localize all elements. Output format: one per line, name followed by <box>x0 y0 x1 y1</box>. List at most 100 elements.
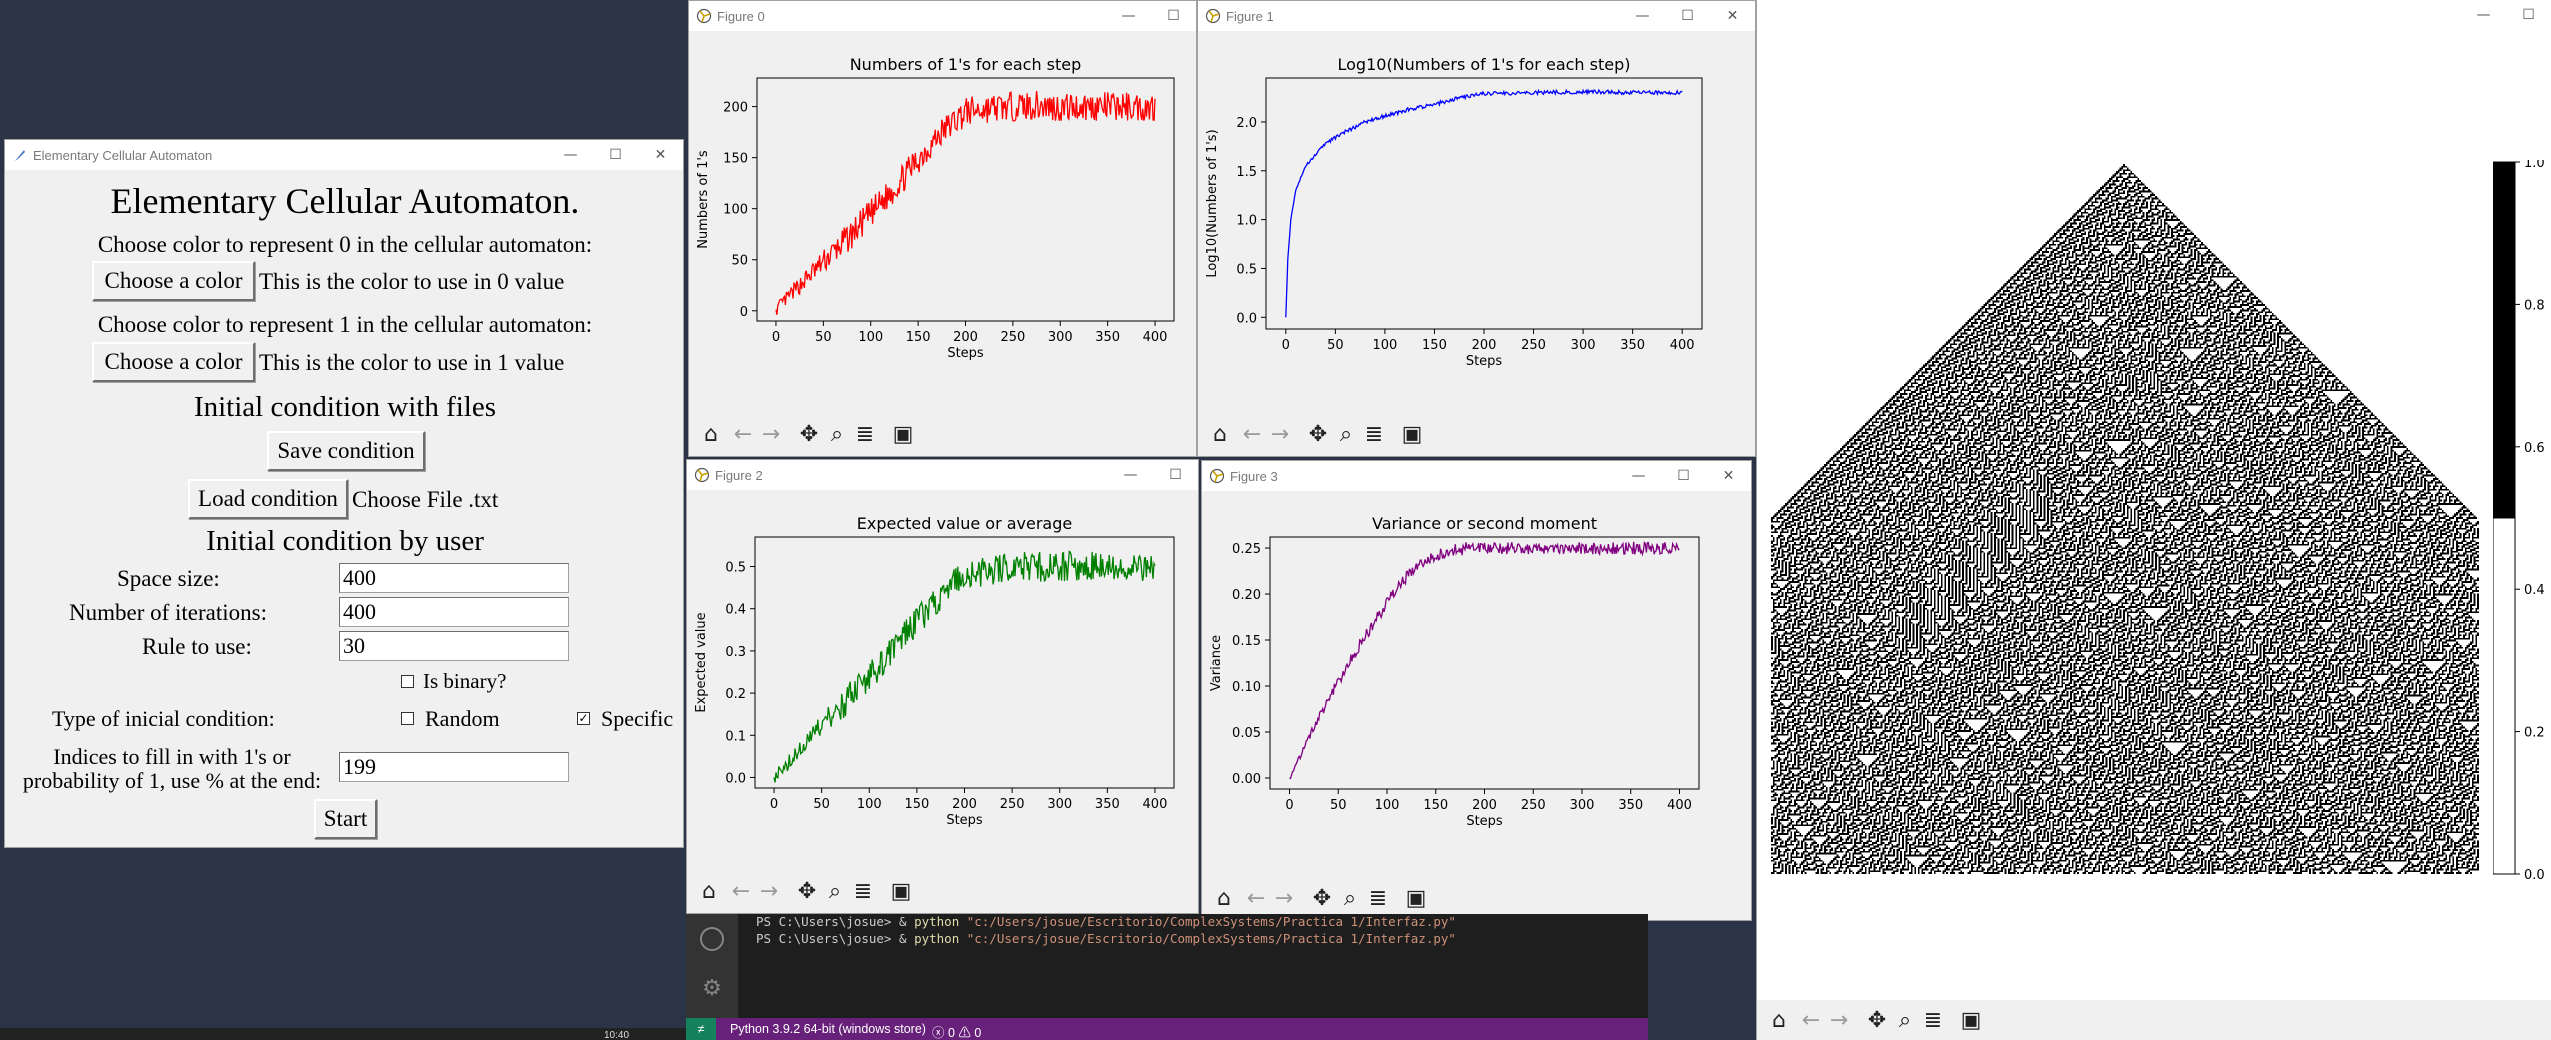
save-icon[interactable]: ▣ <box>890 878 912 904</box>
colorbar-tick-label: 0.0 <box>2524 868 2545 880</box>
automaton-titlebar[interactable]: — ☐ <box>1757 0 2551 30</box>
rule-input[interactable] <box>339 631 569 661</box>
zoom-icon[interactable]: ⌕ <box>1343 885 1357 911</box>
minimize-icon[interactable]: — <box>1123 467 1138 483</box>
x-tick-label: 0 <box>1285 798 1293 813</box>
axes-frame <box>756 77 1175 322</box>
minimize-icon[interactable]: — <box>1121 8 1136 24</box>
save-icon[interactable]: ▣ <box>892 421 914 447</box>
back-icon[interactable]: ← <box>1801 1007 1821 1033</box>
back-icon[interactable]: ← <box>731 878 751 904</box>
x-tick-label: 100 <box>1372 338 1397 353</box>
forward-icon[interactable]: → <box>1270 421 1290 447</box>
home-icon[interactable]: ⌂ <box>1213 421 1227 447</box>
y-tick-label: 200 <box>723 101 748 116</box>
user-heading: Initial condition by user <box>206 525 484 557</box>
terminal-prompt: PS C:\Users\josue> <box>756 931 899 946</box>
python-interpreter[interactable]: Python 3.9.2 64-bit (windows store) <box>730 1022 926 1036</box>
configure-subplots-icon[interactable]: ≣ <box>855 421 875 447</box>
y-tick-label: 100 <box>723 203 748 218</box>
zoom-icon[interactable]: ⌕ <box>1339 421 1353 447</box>
configure-subplots-icon[interactable]: ≣ <box>853 878 873 904</box>
terminal-arg: "c:/Users/josue/Escritorio/ComplexSystem… <box>966 931 1456 946</box>
forward-icon[interactable]: → <box>1274 885 1294 911</box>
tk-titlebar[interactable]: Elementary Cellular Automaton — ☐ ✕ <box>5 140 683 170</box>
y-tick-label: 0 <box>740 305 748 320</box>
forward-icon[interactable]: → <box>759 878 779 904</box>
x-tick-label: 300 <box>1047 797 1072 812</box>
save-icon[interactable]: ▣ <box>1960 1007 1982 1033</box>
remote-indicator[interactable]: ≠ <box>686 1018 716 1040</box>
close-icon[interactable]: ✕ <box>1726 8 1739 24</box>
random-checkbox[interactable] <box>401 712 414 725</box>
back-icon[interactable]: ← <box>1246 885 1266 911</box>
figure-2-titlebar[interactable]: Figure 2 — ☐ <box>687 460 1198 490</box>
y-axis-label: Numbers of 1's <box>696 150 711 249</box>
figure-3-titlebar[interactable]: Figure 3 — ☐ ✕ <box>1202 461 1751 491</box>
home-icon[interactable]: ⌂ <box>704 421 718 447</box>
home-icon[interactable]: ⌂ <box>702 878 716 904</box>
y-tick-label: 50 <box>731 254 748 269</box>
space-size-input[interactable] <box>339 563 569 593</box>
specific-checkbox[interactable]: ✓ <box>577 711 590 725</box>
maximize-icon[interactable]: ☐ <box>609 147 622 163</box>
minimize-icon[interactable]: — <box>1635 8 1650 24</box>
maximize-icon[interactable]: ☐ <box>1681 8 1694 24</box>
forward-icon[interactable]: → <box>1829 1007 1849 1033</box>
y-tick-label: 0.2 <box>725 687 746 702</box>
indices-input[interactable] <box>339 752 569 782</box>
load-condition-button[interactable]: Load condition <box>188 479 348 519</box>
y-tick-label: 0.0 <box>1236 311 1257 326</box>
choose-color-0-button[interactable]: Choose a color <box>92 261 255 301</box>
minimize-icon[interactable]: — <box>2476 7 2491 23</box>
maximize-icon[interactable]: ☐ <box>2522 7 2535 23</box>
is-binary-checkbox[interactable] <box>401 675 414 688</box>
pan-icon[interactable]: ✥ <box>1312 885 1332 911</box>
minimize-icon[interactable]: — <box>1631 468 1646 484</box>
x-tick-label: 350 <box>1095 330 1120 345</box>
account-icon[interactable] <box>700 927 724 951</box>
x-tick-label: 200 <box>953 330 978 345</box>
color-0-desc: This is the color to use in 0 value <box>259 269 565 294</box>
zoom-icon[interactable]: ⌕ <box>828 878 842 904</box>
pan-icon[interactable]: ✥ <box>797 878 817 904</box>
figure-0-titlebar[interactable]: Figure 0 — ☐ <box>689 1 1196 31</box>
pan-icon[interactable]: ✥ <box>799 421 819 447</box>
settings-gear-icon[interactable]: ⚙ <box>702 976 722 1001</box>
choose-color-1-button[interactable]: Choose a color <box>92 342 255 382</box>
maximize-icon[interactable]: ☐ <box>1167 8 1180 24</box>
pan-icon[interactable]: ✥ <box>1867 1007 1887 1033</box>
pan-icon[interactable]: ✥ <box>1308 421 1328 447</box>
close-icon[interactable]: ✕ <box>1722 468 1735 484</box>
x-tick-label: 150 <box>1423 798 1448 813</box>
back-icon[interactable]: ← <box>733 421 753 447</box>
save-icon[interactable]: ▣ <box>1405 885 1427 911</box>
zoom-icon[interactable]: ⌕ <box>1898 1007 1912 1033</box>
y-tick-label: 0.00 <box>1232 772 1261 787</box>
x-tick-label: 400 <box>1143 797 1168 812</box>
forward-icon[interactable]: → <box>761 421 781 447</box>
configure-subplots-icon[interactable]: ≣ <box>1364 421 1384 447</box>
zoom-icon[interactable]: ⌕ <box>830 421 844 447</box>
series-line <box>773 550 1156 783</box>
figure-1-titlebar[interactable]: Figure 1 — ☐ ✕ <box>1198 1 1755 31</box>
configure-subplots-icon[interactable]: ≣ <box>1923 1007 1943 1033</box>
save-condition-button[interactable]: Save condition <box>267 431 425 471</box>
figure-toolbar: ⌂ ← → ✥ ⌕ ≣ ▣ <box>687 869 1198 913</box>
home-icon[interactable]: ⌂ <box>1217 885 1231 911</box>
back-icon[interactable]: ← <box>1242 421 1262 447</box>
configure-subplots-icon[interactable]: ≣ <box>1368 885 1388 911</box>
start-button[interactable]: Start <box>314 799 377 839</box>
close-icon[interactable]: ✕ <box>654 147 667 163</box>
x-axis-label: Steps <box>947 346 984 361</box>
iterations-input[interactable] <box>339 597 569 627</box>
taskbar-time: 10:40 <box>604 1031 630 1040</box>
maximize-icon[interactable]: ☐ <box>1677 468 1690 484</box>
colorbar: 1.0 0.8 0.6 0.4 0.2 0.0 <box>2493 160 2545 880</box>
save-icon[interactable]: ▣ <box>1401 421 1423 447</box>
x-axis-label: Steps <box>946 813 983 828</box>
maximize-icon[interactable]: ☐ <box>1169 467 1182 483</box>
home-icon[interactable]: ⌂ <box>1772 1007 1786 1033</box>
problems-indicator[interactable]: ⓧ 0 ⚠ 0 <box>932 1026 982 1040</box>
minimize-icon[interactable]: — <box>563 147 578 163</box>
